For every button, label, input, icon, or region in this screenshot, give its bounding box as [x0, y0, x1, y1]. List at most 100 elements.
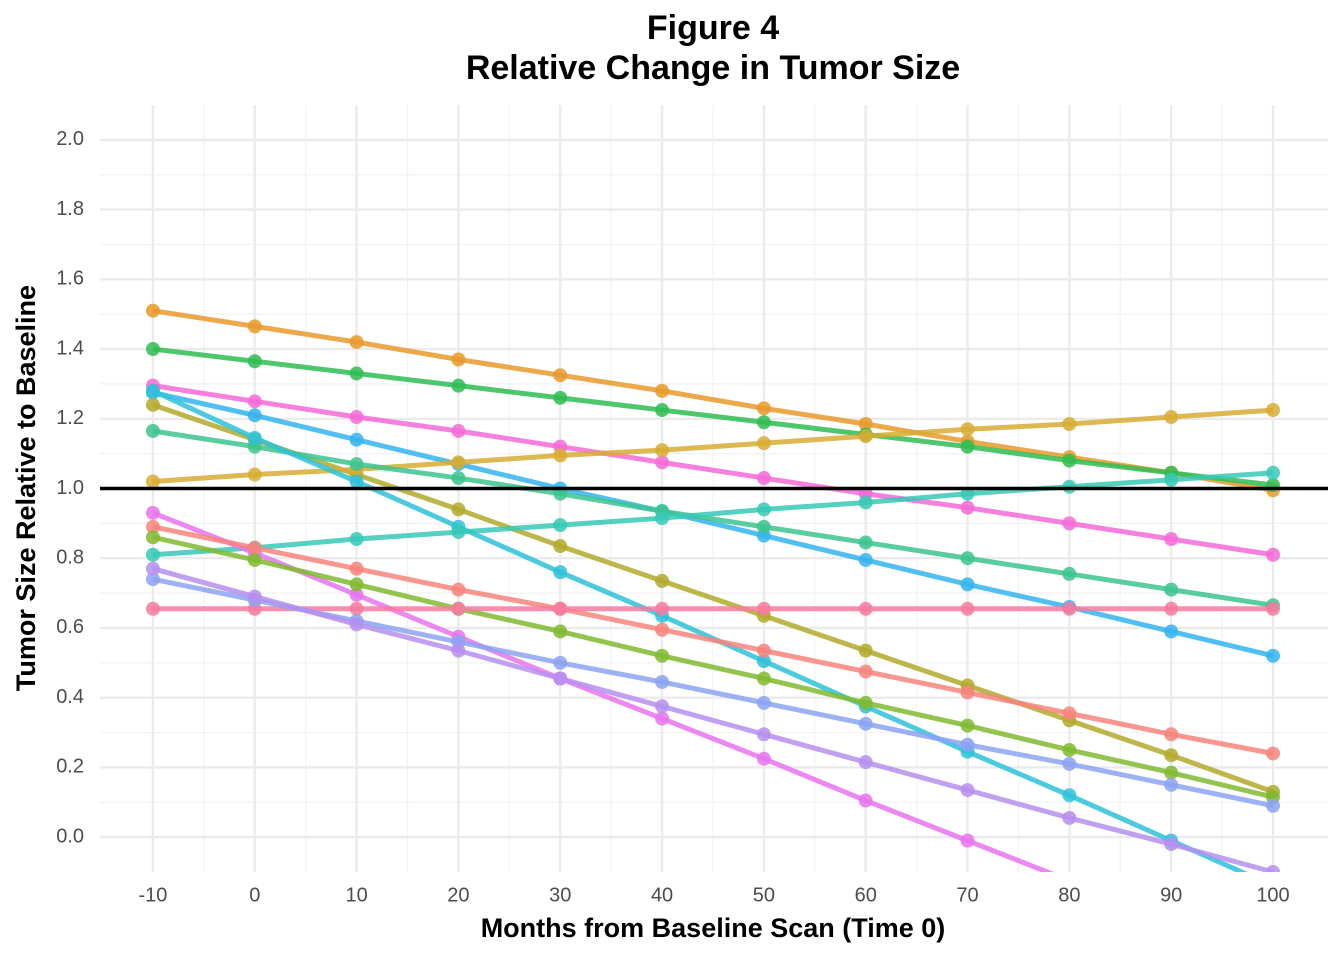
data-point [756, 519, 771, 534]
x-tick-label: 50 [753, 884, 775, 906]
data-point [1062, 756, 1077, 771]
data-point [1164, 765, 1179, 780]
y-tick-label: 0.2 [56, 756, 84, 778]
data-point [145, 505, 160, 520]
data-point [756, 502, 771, 517]
data-point [1164, 624, 1179, 639]
data-point [858, 643, 873, 658]
y-tick-label: 0.4 [56, 686, 84, 708]
y-tick-label: 2.0 [56, 128, 84, 150]
data-point [349, 577, 364, 592]
data-point [1266, 403, 1281, 418]
data-point [247, 552, 262, 567]
data-point [1062, 788, 1077, 803]
data-point [960, 439, 975, 454]
x-tick-label: 60 [855, 884, 877, 906]
data-point [960, 577, 975, 592]
data-point [1164, 472, 1179, 487]
data-point [1062, 706, 1077, 721]
x-tick-label: 40 [651, 884, 673, 906]
data-point [145, 530, 160, 545]
x-tick-label: 70 [956, 884, 978, 906]
x-tick-label: 30 [549, 884, 571, 906]
data-point [1164, 601, 1179, 616]
data-point [451, 582, 466, 597]
data-point [655, 648, 670, 663]
data-point [858, 664, 873, 679]
data-point [553, 390, 568, 405]
data-point [553, 655, 568, 670]
data-point [349, 474, 364, 489]
data-point [145, 601, 160, 616]
data-point [655, 622, 670, 637]
data-point [756, 436, 771, 451]
y-tick-label: 0.0 [56, 825, 84, 847]
x-tick-label: -10 [138, 884, 167, 906]
data-point [247, 430, 262, 445]
data-point [1062, 810, 1077, 825]
data-point [1062, 516, 1077, 531]
data-point [451, 643, 466, 658]
data-point [858, 535, 873, 550]
data-point [960, 833, 975, 848]
y-tick-label: 0.6 [56, 616, 84, 638]
data-point [655, 383, 670, 398]
plot-area [145, 303, 1281, 960]
data-point [1266, 956, 1280, 960]
data-point [349, 366, 364, 381]
data-point [756, 727, 771, 742]
data-point [145, 383, 160, 398]
data-point [1164, 727, 1179, 742]
data-point [756, 695, 771, 710]
data-point [756, 751, 771, 766]
data-point [858, 716, 873, 731]
series-line [152, 566, 1274, 872]
data-point [756, 471, 771, 486]
y-tick-label: 1.2 [56, 407, 84, 429]
data-point [655, 699, 670, 714]
chart-subtitle: Relative Change in Tumor Size [466, 49, 960, 87]
x-axis-label: Months from Baseline Scan (Time 0) [481, 913, 946, 943]
data-point [349, 432, 364, 447]
data-point [655, 511, 670, 526]
data-point [655, 573, 670, 588]
data-point [1164, 916, 1178, 930]
x-tick-label: 0 [249, 884, 260, 906]
data-point [960, 601, 975, 616]
data-point [756, 654, 771, 669]
data-point [1266, 601, 1281, 616]
data-point [756, 643, 771, 658]
data-point [349, 457, 364, 472]
series-line [152, 524, 1274, 756]
data-point [1164, 582, 1179, 597]
data-point [858, 429, 873, 444]
data-point [1266, 798, 1281, 813]
data-point [553, 448, 568, 463]
data-point [349, 532, 364, 547]
data-point [858, 495, 873, 510]
series-line [152, 346, 1274, 488]
series-line [152, 428, 1274, 608]
data-point [1164, 410, 1179, 425]
data-point [756, 415, 771, 430]
data-point [451, 601, 466, 616]
data-point [1266, 865, 1281, 872]
data-point [247, 589, 262, 604]
data-point [858, 552, 873, 567]
y-tick-label: 1.0 [56, 477, 84, 499]
data-point [858, 417, 873, 432]
data-point [349, 587, 364, 602]
data-point [145, 397, 160, 412]
data-point [247, 354, 262, 369]
data-point [1164, 837, 1179, 852]
data-point [960, 551, 975, 566]
data-point [858, 793, 873, 808]
data-point [451, 525, 466, 540]
data-point [247, 394, 262, 409]
data-point [553, 565, 568, 580]
data-point [1164, 748, 1179, 763]
data-point [553, 601, 568, 616]
data-point [145, 572, 160, 587]
data-point [451, 352, 466, 367]
